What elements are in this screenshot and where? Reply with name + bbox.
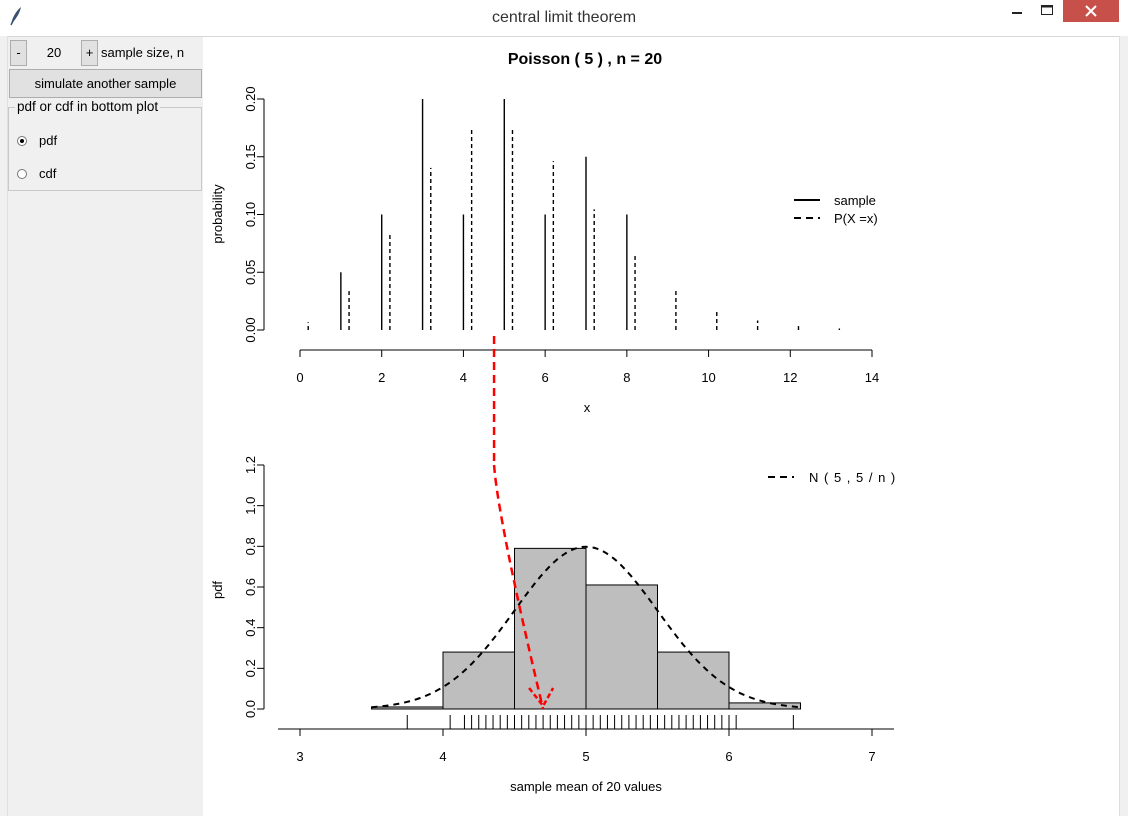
sample-mean-connector <box>492 336 555 710</box>
y-tick-label-bottom: 0.0 <box>243 700 258 718</box>
x-tick-label-bottom: 6 <box>725 749 732 764</box>
x-tick-label-top: 14 <box>865 370 879 385</box>
sample-size-label: sample size, n <box>101 45 185 60</box>
title-bar: central limit theorem <box>0 0 1128 37</box>
histogram-bar <box>514 547 587 710</box>
marker-curve <box>492 464 545 710</box>
legend-normal-label: N ( 5 , 5 / n ) <box>809 470 896 485</box>
y-tick-label-top: 0.10 <box>243 202 258 227</box>
minimize-icon <box>1012 12 1022 14</box>
histogram-bar <box>728 702 801 710</box>
x-tick-label-top: 6 <box>542 370 549 385</box>
y-axis-label-bottom: pdf <box>210 581 225 599</box>
histogram-bar <box>657 651 730 710</box>
minimize-button[interactable] <box>1002 0 1032 22</box>
increment-button[interactable]: + <box>81 40 98 66</box>
simulate-button[interactable]: simulate another sample <box>9 69 202 98</box>
sample-mean-histogram-chart: pdf sample mean of 20 values 3 4 5 6 7 0.0 0.2… <box>210 456 896 794</box>
radio-cdf-label: cdf <box>39 166 57 181</box>
sample-size-value[interactable]: 20 <box>46 45 62 60</box>
plot-type-group: pdf or cdf in bottom plot pdf cdf <box>8 99 202 191</box>
legend-sample-label: sample <box>834 193 876 208</box>
radio-selected-icon <box>17 136 27 146</box>
x-tick-label-top: 2 <box>378 370 385 385</box>
y-tick-label-top: 0.00 <box>243 317 258 342</box>
x-tick-label-bottom: 4 <box>439 749 446 764</box>
y-tick-label-bottom: 1.0 <box>243 497 258 515</box>
legend-bottom: N ( 5 , 5 / n ) <box>768 470 896 485</box>
plot-type-group-title: pdf or cdf in bottom plot <box>15 99 161 115</box>
x-tick-label-top: 4 <box>460 370 467 385</box>
y-axis-label-top: probability <box>210 184 225 244</box>
close-button[interactable] <box>1063 0 1119 22</box>
close-icon <box>1085 5 1097 17</box>
chart-title: Poisson ( 5 ) , n = 20 <box>508 51 662 68</box>
feather-icon <box>10 7 21 26</box>
window-frame-left <box>0 36 8 816</box>
window-frame-right <box>1119 36 1128 816</box>
marker-arrowhead <box>528 687 555 709</box>
x-axis-label-bottom: sample mean of 20 values <box>510 779 662 794</box>
y-tick-label-bottom: 0.4 <box>243 619 258 637</box>
x-axis-label-top: x <box>584 400 591 415</box>
x-tick-label-top: 10 <box>701 370 715 385</box>
x-tick-label-bottom: 3 <box>296 749 303 764</box>
maximize-button[interactable] <box>1032 0 1062 22</box>
window-title: central limit theorem <box>491 9 637 26</box>
y-tick-label-top: 0.15 <box>243 144 258 169</box>
histogram-bar <box>442 651 515 710</box>
y-tick-label-top: 0.20 <box>243 86 258 111</box>
control-panel: - 20 + sample size, n simulate another s… <box>8 37 203 816</box>
maximize-icon <box>1041 5 1053 15</box>
radio-unselected-icon <box>17 169 27 179</box>
legend-top: sample P(X =x) <box>794 193 878 226</box>
histogram-bar <box>371 706 444 710</box>
y-tick-label-top: 0.05 <box>243 260 258 285</box>
normal-density-curve <box>371 545 801 709</box>
y-tick-label-bottom: 0.6 <box>243 578 258 596</box>
histogram-bar <box>585 584 658 710</box>
x-tick-label-top: 12 <box>783 370 797 385</box>
x-tick-label-top: 8 <box>623 370 630 385</box>
x-tick-label-bottom: 5 <box>582 749 589 764</box>
x-tick-label-bottom: 7 <box>868 749 875 764</box>
poisson-pmf-chart: Poisson ( 5 ) , n = 20 probability x 0 2 4… <box>210 51 879 415</box>
x-tick-label-top: 0 <box>296 370 303 385</box>
decrement-button[interactable]: - <box>10 40 27 66</box>
legend-pmf-label: P(X =x) <box>834 211 878 226</box>
radio-pdf-label: pdf <box>39 133 58 148</box>
y-tick-label-bottom: 0.8 <box>243 537 258 555</box>
y-tick-label-bottom: 0.2 <box>243 659 258 677</box>
y-tick-label-bottom: 1.2 <box>243 456 258 474</box>
